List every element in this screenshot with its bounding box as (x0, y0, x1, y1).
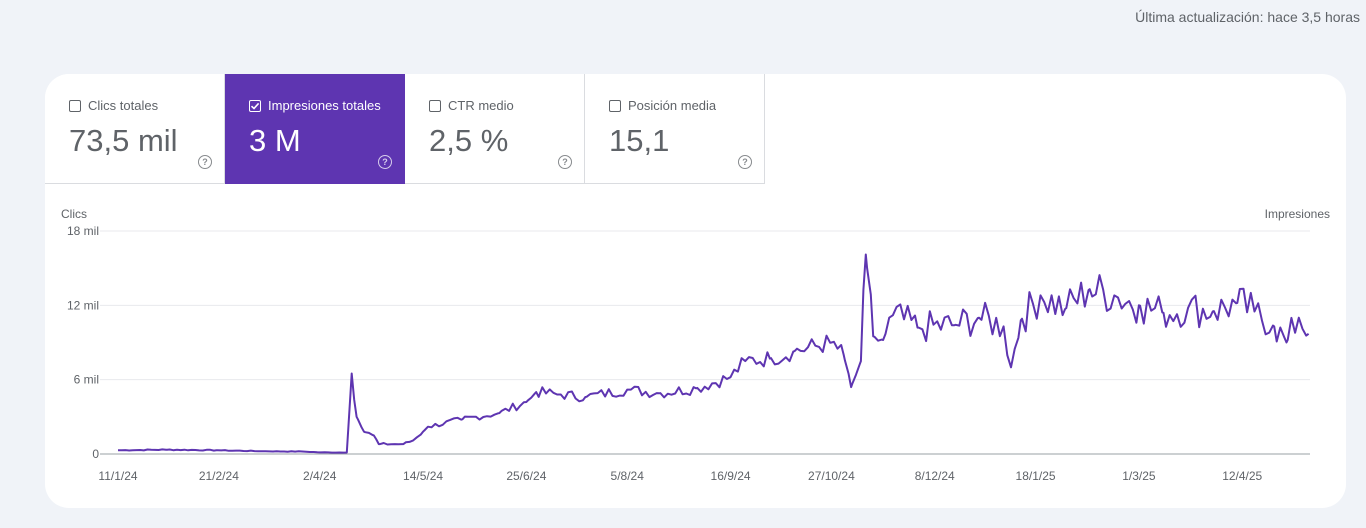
metric-value: 15,1 (609, 123, 670, 158)
checkbox-clicks[interactable] (69, 100, 81, 112)
metric-average-position[interactable]: Posición media 15,1 ? (585, 74, 765, 184)
y-tick-label: 18 mil (67, 224, 99, 238)
y-tick-label: 12 mil (67, 298, 99, 312)
x-tick-label: 16/9/24 (711, 469, 751, 483)
performance-chart: Clics Impresiones 0 6 mil 12 mil 18 mil 11/… (61, 207, 1330, 483)
performance-card: Clics totales 73,5 mil ? Impresiones tot… (45, 74, 1346, 508)
help-icon[interactable]: ? (558, 155, 572, 169)
metric-total-clicks[interactable]: Clics totales 73,5 mil ? (45, 74, 225, 184)
y-tick-label: 6 mil (74, 373, 99, 387)
x-tick-label: 25/6/24 (506, 469, 546, 483)
x-tick-label: 27/10/24 (808, 469, 855, 483)
last-update-text: Última actualización: hace 3,5 horas (1135, 9, 1360, 25)
x-tick-label: 14/5/24 (403, 469, 443, 483)
metric-value: 3 M (249, 123, 301, 158)
checkbox-ctr[interactable] (429, 100, 441, 112)
metric-average-ctr[interactable]: CTR medio 2,5 % ? (405, 74, 585, 184)
x-tick-label: 8/12/24 (915, 469, 955, 483)
checkbox-impressions[interactable] (249, 100, 261, 112)
x-tick-label: 2/4/24 (303, 469, 337, 483)
x-tick-label: 18/1/25 (1016, 469, 1056, 483)
x-tick-label: 12/4/25 (1222, 469, 1262, 483)
x-tick-label: 21/2/24 (199, 469, 239, 483)
metric-value: 2,5 % (429, 123, 509, 158)
help-icon[interactable]: ? (378, 155, 392, 169)
help-icon[interactable]: ? (738, 155, 752, 169)
series-line-impressions (117, 253, 1310, 454)
checkbox-position[interactable] (609, 100, 621, 112)
y-tick-label: 0 (92, 447, 99, 461)
x-tick-label: 5/8/24 (611, 469, 645, 483)
metric-tabs: Clics totales 73,5 mil ? Impresiones tot… (45, 74, 765, 184)
x-tick-label: 1/3/25 (1122, 469, 1156, 483)
metric-total-impressions[interactable]: Impresiones totales 3 M ? (225, 74, 405, 184)
metric-value: 73,5 mil (69, 123, 178, 158)
help-icon[interactable]: ? (198, 155, 212, 169)
x-tick-label: 11/1/24 (98, 469, 137, 483)
right-axis-title: Impresiones (1265, 207, 1330, 221)
left-axis-title: Clics (61, 207, 87, 221)
